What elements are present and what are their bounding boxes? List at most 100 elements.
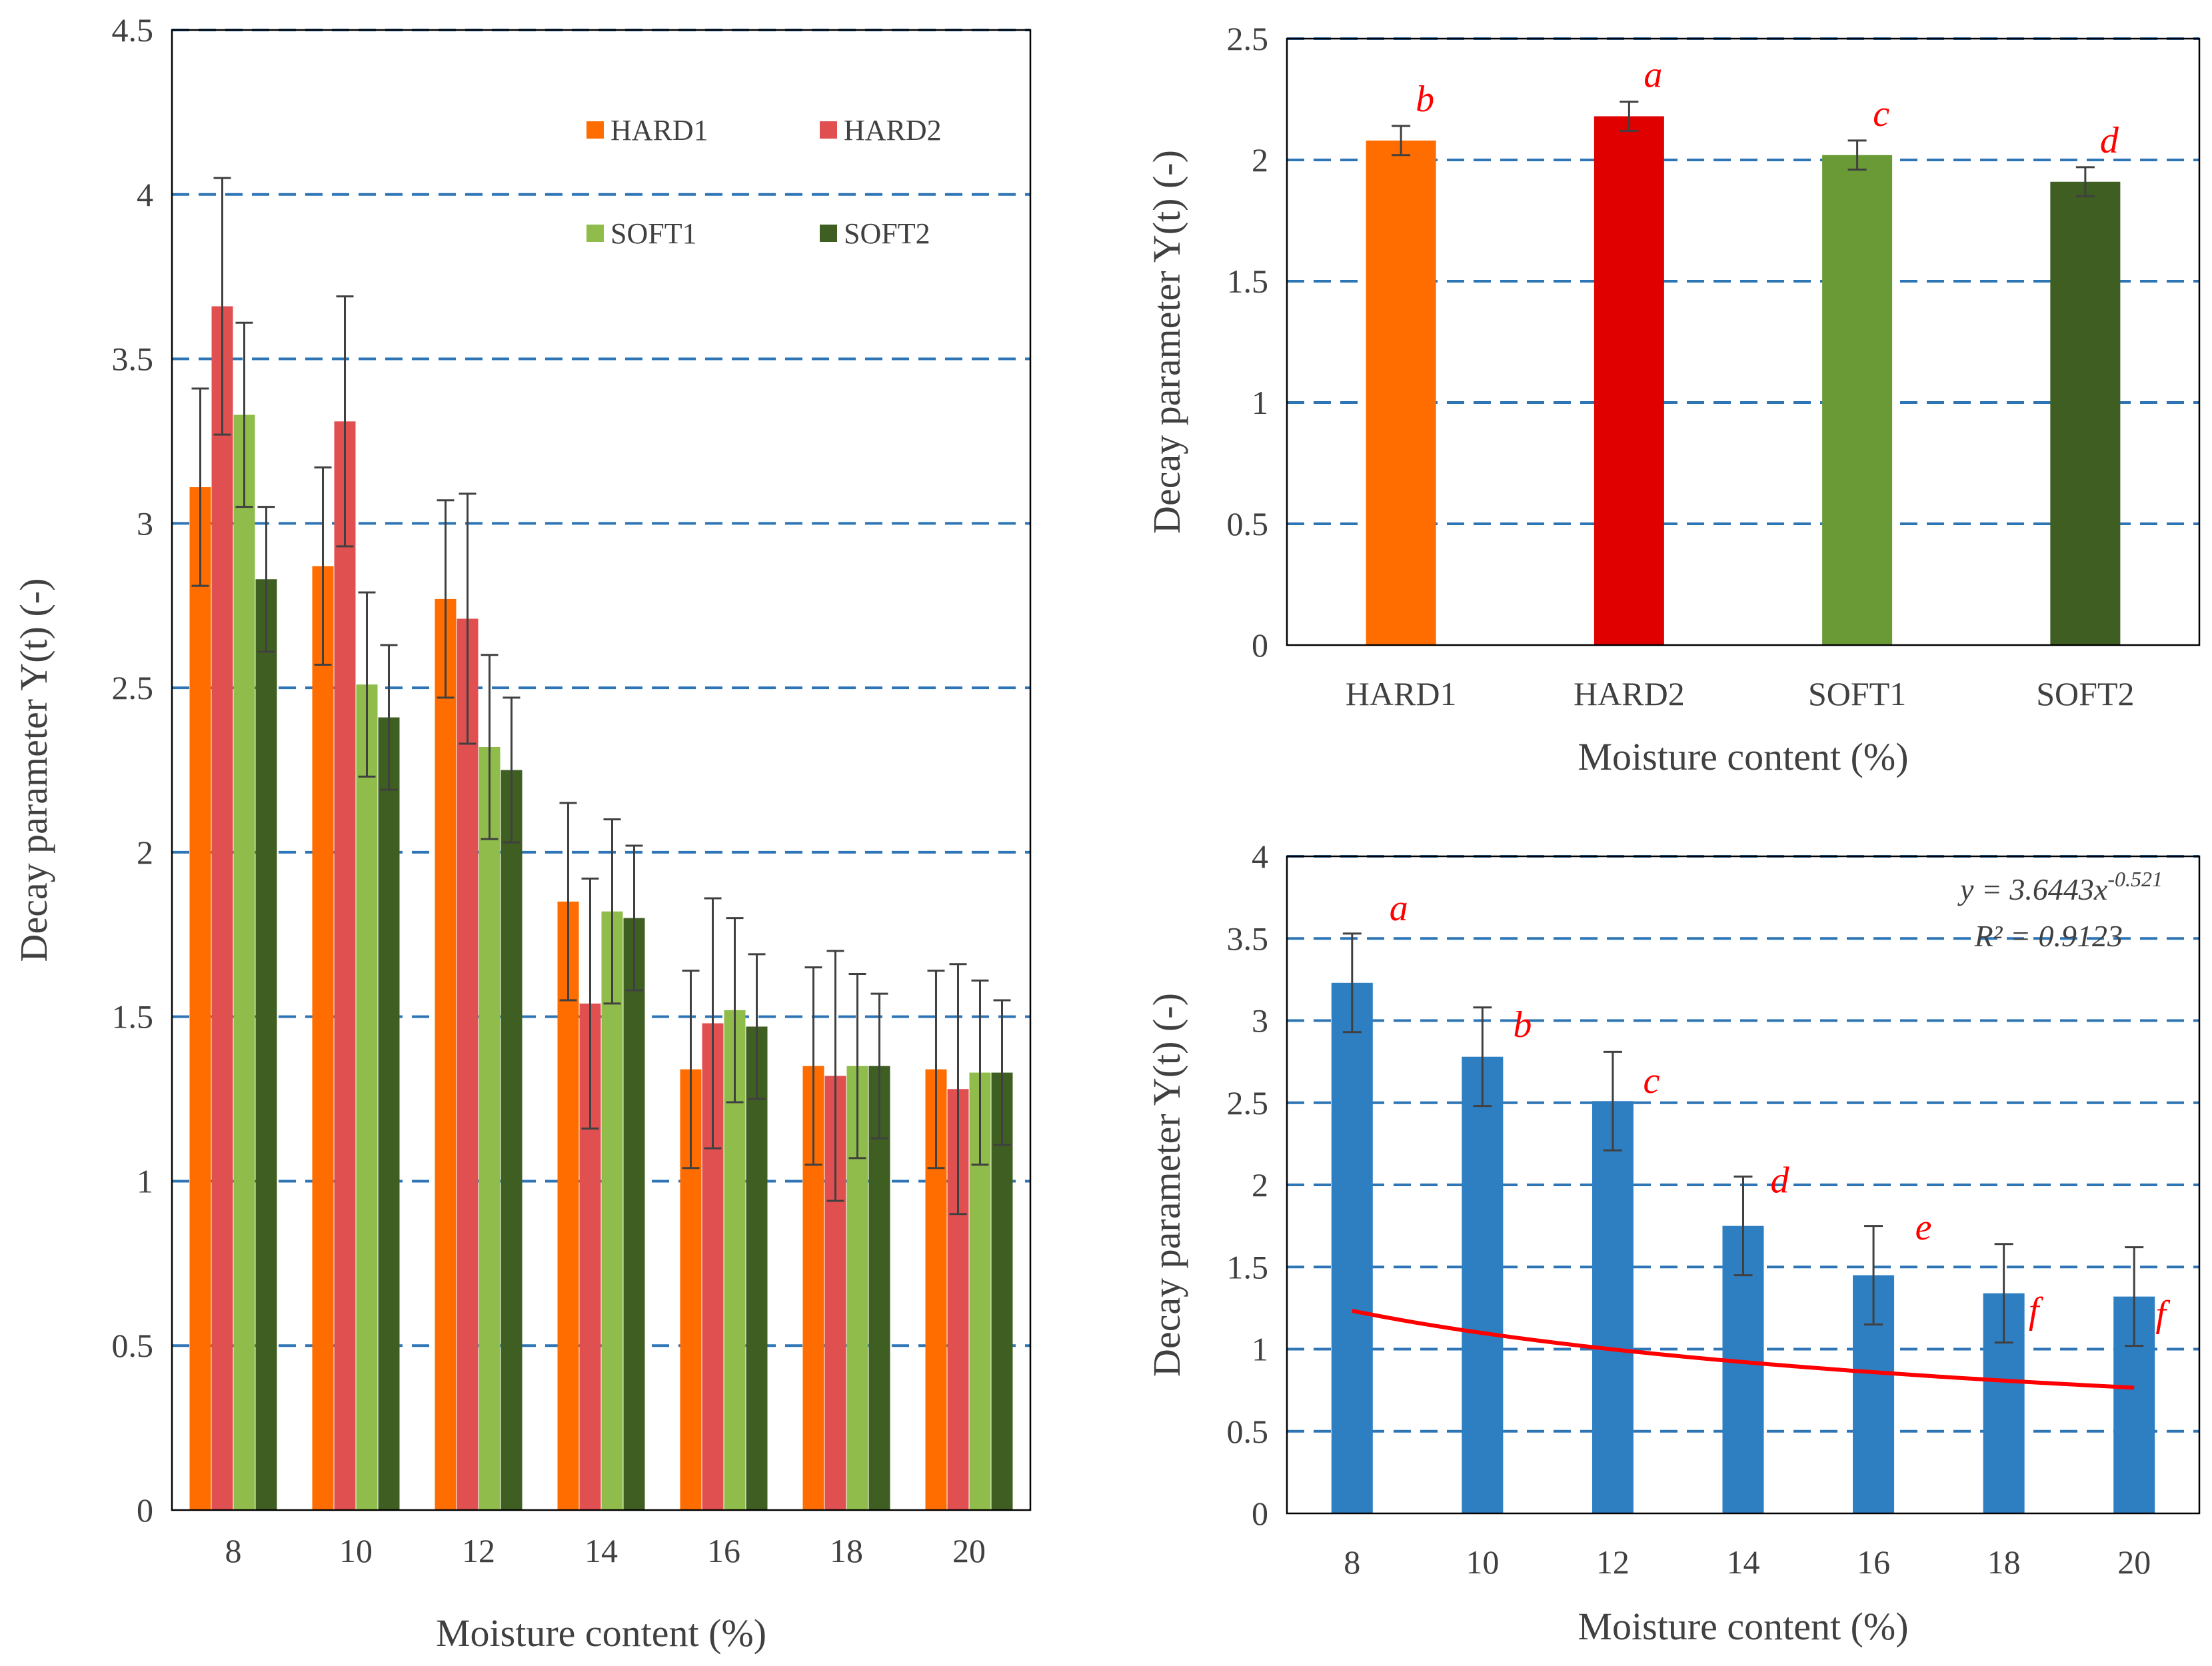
- chart1-legend-swatch-soft2: [820, 225, 837, 242]
- chart1-error-hard1-10: [314, 466, 332, 666]
- chart2-bar-hard1: [1366, 140, 1436, 645]
- chart-species-average: b a c d 0 0.5 1 1.5 2 2.5 HARD1 HARD2 SOFT1 SOFT2 M…: [1145, 20, 2201, 778]
- chart1-bar-hard1-12: [435, 598, 457, 1511]
- chart1-bar-soft2-12: [501, 770, 523, 1510]
- chart2-bar-hard2: [1594, 116, 1664, 646]
- chart2-error-soft1: [1847, 139, 1867, 171]
- chart1-legend-swatch-hard1: [586, 121, 604, 139]
- chart2-y-tick-2: 1: [1252, 384, 1268, 421]
- chart2-y-tick-1: 0.5: [1227, 505, 1269, 542]
- chart1-bar-hard2-12: [457, 618, 479, 1511]
- chart1-error-hard1-12: [437, 499, 455, 699]
- chart1-error-hard1-14: [559, 802, 577, 1002]
- chart2-plot-frame: [1286, 37, 2201, 646]
- chart3-x-tick-8: 8: [1344, 1543, 1360, 1581]
- chart3-y-tick-0: 0: [1252, 1495, 1268, 1532]
- chart3-x-tick-14: 14: [1727, 1543, 1760, 1581]
- chart2-y-tick-4: 2: [1252, 141, 1268, 179]
- chart2-letter-hard2: a: [1644, 55, 1662, 96]
- chart1-y-tick-labels: 0 0.5 1 1.5 2 2.5 3 3.5 4 4.5: [112, 11, 154, 1529]
- chart1-x-tick-20: 20: [952, 1532, 986, 1569]
- chart1-error-soft1-12: [481, 654, 499, 840]
- chart1-error-soft2-20: [993, 999, 1011, 1146]
- chart1-bar-hard1-8: [189, 487, 211, 1510]
- chart2-x-tick-soft1: SOFT1: [1808, 675, 1906, 712]
- chart1-bar-hard1-14: [557, 901, 579, 1510]
- chart3-y-tick-4: 2: [1252, 1166, 1268, 1204]
- chart3-y-tick-2: 1: [1252, 1331, 1268, 1368]
- chart1-error-soft2-10: [380, 644, 398, 791]
- chart1-legend-label-hard1: HARD1: [610, 114, 708, 147]
- chart3-x-axis-label: Moisture content (%): [1578, 1605, 1908, 1648]
- chart1-y-tick-9: 4.5: [112, 11, 154, 49]
- chart3-bar-8: [1331, 982, 1373, 1513]
- chart1-error-hard1-18: [804, 966, 822, 1166]
- chart1-x-tick-labels: 8 10 12 14 16 18 20: [225, 1532, 986, 1569]
- chart3-error-18: [1994, 1243, 2013, 1344]
- chart1-error-soft1-10: [358, 591, 376, 778]
- chart2-x-tick-hard1: HARD1: [1346, 675, 1457, 712]
- chart1-bar-soft2-10: [378, 717, 400, 1510]
- chart3-r-squared: R² = 0.9123: [1974, 919, 2123, 953]
- chart3-error-14: [1733, 1176, 1753, 1277]
- chart1-error-soft2-18: [870, 992, 888, 1140]
- chart1-y-tick-8: 4: [137, 176, 153, 213]
- chart3-letter-14: d: [1771, 1160, 1790, 1202]
- chart1-y-tick-5: 2.5: [112, 669, 154, 706]
- chart1-y-tick-7: 3.5: [112, 341, 154, 378]
- chart1-bar-hard2-10: [334, 421, 356, 1511]
- chart1-y-tick-6: 3: [137, 504, 153, 542]
- chart3-error-20: [2125, 1246, 2144, 1347]
- chart3-bar-12: [1592, 1101, 1634, 1513]
- chart3-letter-16: e: [1915, 1207, 1932, 1248]
- chart1-error-soft1-20: [971, 979, 989, 1166]
- chart1-bar-soft1-10: [356, 684, 378, 1510]
- chart2-significance-letters: b a c d: [1416, 55, 2119, 161]
- chart3-error-16: [1864, 1225, 1883, 1326]
- chart3-bars: [1331, 982, 2155, 1513]
- chart1-legend-label-hard2: HARD2: [844, 114, 942, 147]
- chart1-bar-soft1-14: [601, 911, 623, 1510]
- chart3-y-tick-5: 2.5: [1227, 1084, 1269, 1122]
- chart2-x-tick-labels: HARD1 HARD2 SOFT1 SOFT2: [1346, 675, 2135, 712]
- chart3-x-tick-18: 18: [1987, 1543, 2021, 1581]
- chart1-error-hard2-16: [704, 897, 722, 1150]
- chart2-y-tick-3: 1.5: [1227, 263, 1269, 300]
- chart2-y-tick-5: 2.5: [1227, 20, 1269, 57]
- chart2-letter-hard1: b: [1416, 79, 1434, 120]
- chart2-error-hard1: [1392, 125, 1411, 157]
- chart3-error-bars: [1342, 932, 2144, 1347]
- chart1-bar-soft2-18: [868, 1066, 890, 1510]
- chart1-error-soft2-8: [257, 506, 275, 653]
- chart3-power-trendline: [1352, 1309, 2135, 1390]
- chart3-letter-18: f: [2029, 1290, 2044, 1331]
- chart1-legend-label-soft2: SOFT2: [844, 217, 930, 250]
- chart2-bar-soft1: [1822, 155, 1893, 646]
- chart1-bar-soft1-12: [479, 746, 501, 1510]
- chart1-bar-hard2-8: [211, 306, 233, 1510]
- chart3-y-tick-8: 4: [1252, 838, 1268, 875]
- chart3-error-10: [1473, 1006, 1492, 1108]
- chart1-bar-soft2-14: [623, 918, 645, 1510]
- chart3-letter-12: c: [1643, 1060, 1659, 1102]
- chart2-letter-soft1: c: [1873, 93, 1889, 135]
- chart-moisture-by-species: 0 0.5 1 1.5 2 2.5 3 3.5 4 4.5 8 10 12 14 16 18 20 Moist…: [12, 11, 1032, 1655]
- chart1-error-soft1-18: [848, 973, 866, 1160]
- chart1-y-tick-4: 2: [137, 834, 153, 871]
- chart1-y-tick-3: 1.5: [112, 998, 154, 1036]
- chart1-error-soft2-16: [748, 953, 766, 1100]
- chart1-x-tick-10: 10: [339, 1532, 373, 1569]
- chart3-equation-main: y = 3.6443x: [1957, 872, 2108, 906]
- chart2-y-axis-label: Decay parameter Y(t) (-): [1145, 150, 1188, 534]
- chart2-bars: [1366, 116, 2121, 646]
- chart1-error-hard1-8: [191, 387, 209, 587]
- chart1-y-tick-1: 0.5: [112, 1327, 154, 1364]
- chart3-error-12: [1603, 1050, 1622, 1152]
- chart1-x-tick-16: 16: [707, 1532, 740, 1569]
- chart1-legend-label-soft1: SOFT1: [610, 217, 697, 250]
- chart3-y-tick-labels: 0 0.5 1 1.5 2 2.5 3 3.5 4: [1227, 838, 1269, 1532]
- chart3-letter-20: f: [2155, 1293, 2171, 1335]
- chart1-error-hard2-8: [213, 177, 231, 436]
- chart2-x-tick-hard2: HARD2: [1574, 675, 1685, 712]
